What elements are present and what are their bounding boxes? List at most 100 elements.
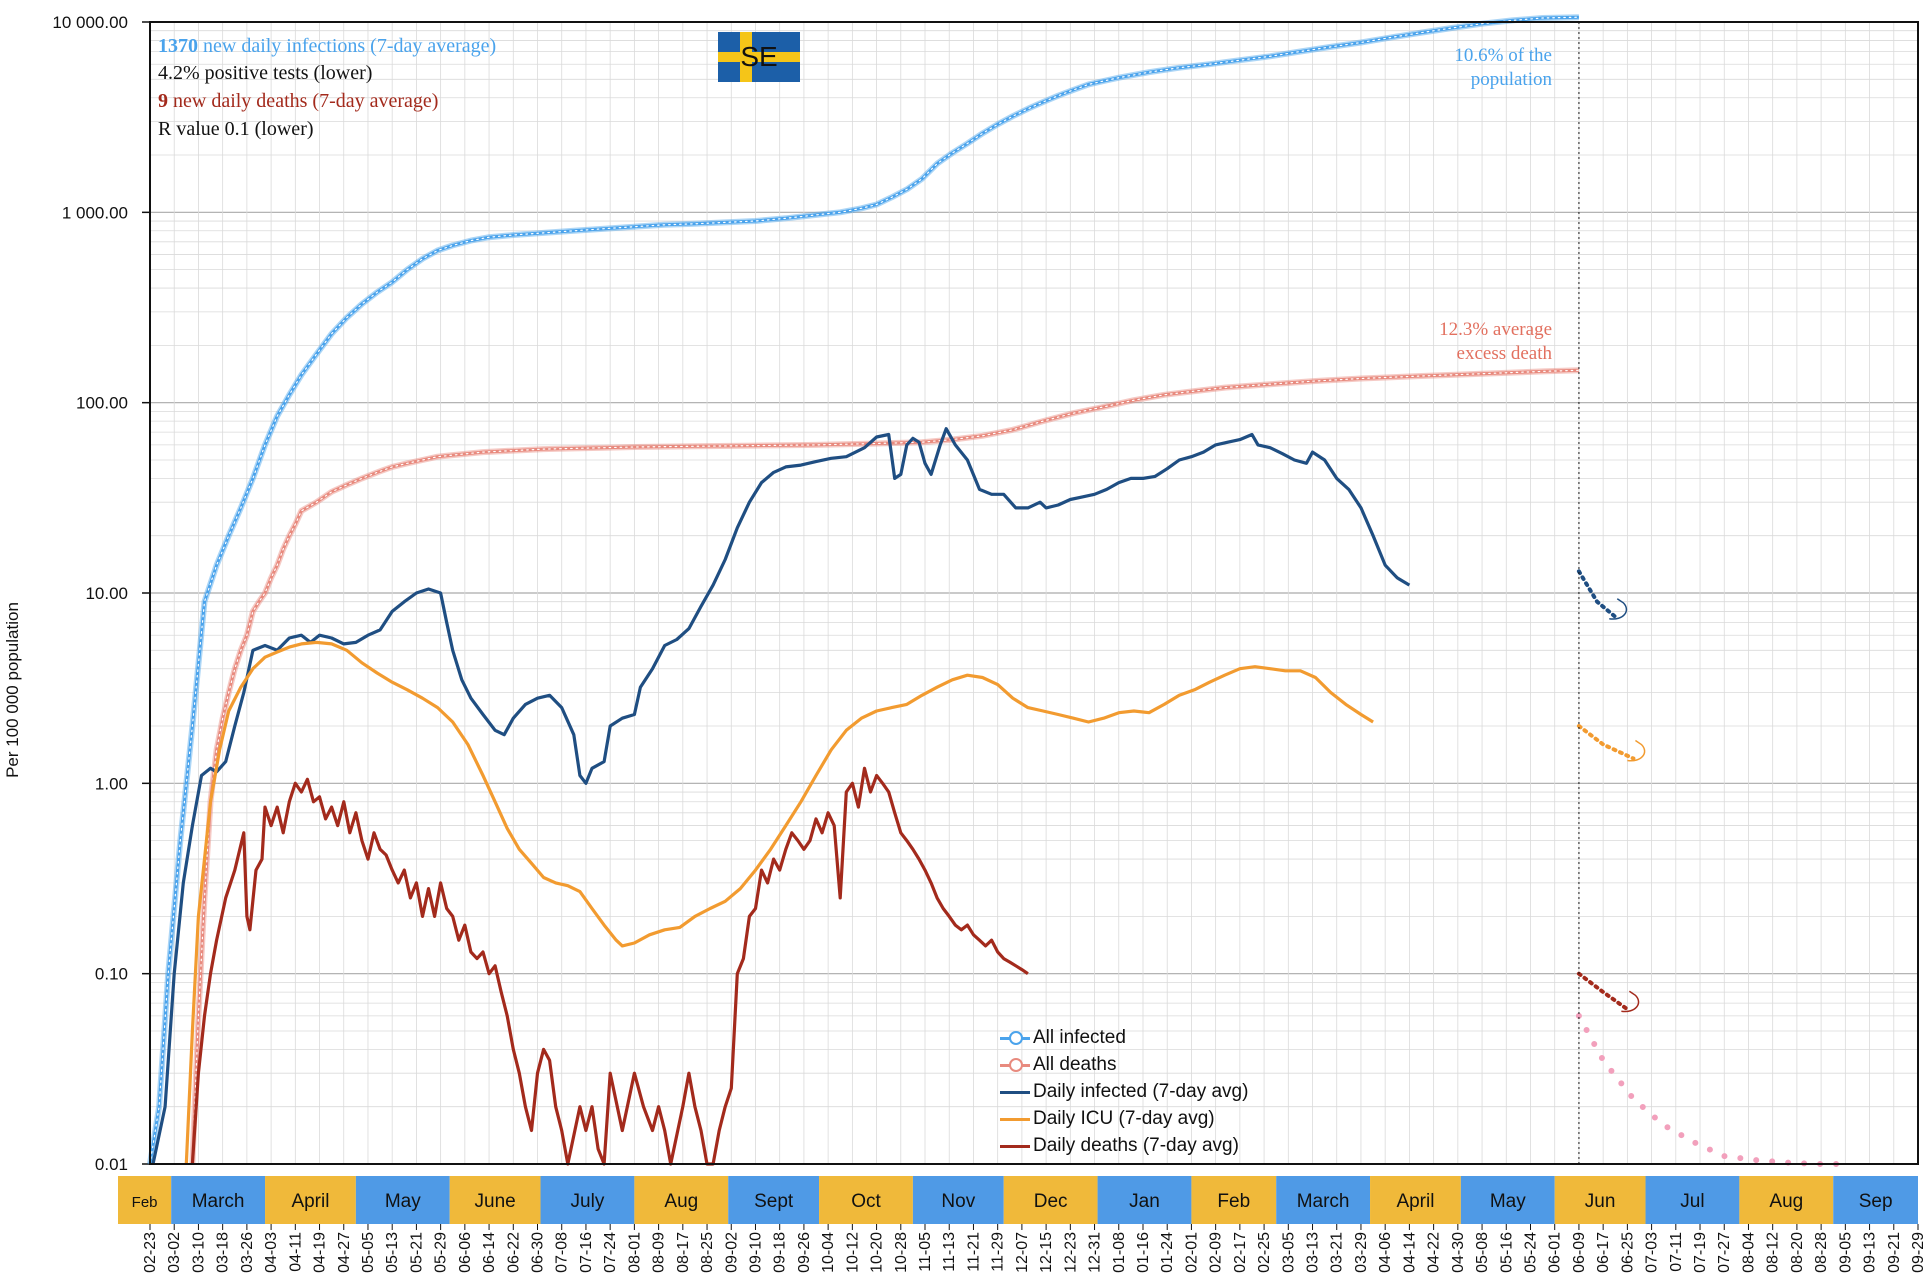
month-band-march [1276,1176,1371,1224]
x-tick-label: 03-18 [215,1232,232,1273]
population-annotation-line2: population [1470,69,1552,90]
x-tick-label: 10-12 [844,1232,861,1273]
x-tick-label: 07-11 [1668,1232,1685,1272]
y-tick-label: 0.01 [95,1155,128,1174]
x-tick-label: 08-09 [651,1232,668,1273]
month-band-jan [1097,1176,1192,1224]
x-tick-label: 06-25 [1619,1232,1636,1273]
x-tick-label: 07-03 [1644,1232,1661,1273]
month-band-feb [118,1176,172,1224]
x-tick-label: 08-25 [699,1232,716,1273]
series-layer [147,14,1580,1166]
legend-label: Daily ICU (7-day avg) [1033,1108,1215,1129]
month-band-march [171,1176,266,1224]
month-label: May [1490,1191,1526,1212]
population-annotation-line1: 10.6% of the [1454,45,1552,66]
month-label: Aug [664,1191,698,1212]
x-tick-label: 09-18 [772,1232,789,1273]
x-tick-label: 02-23 [142,1232,159,1273]
month-band-oct [819,1176,913,1224]
month-label: April [291,1191,329,1212]
x-tick-label: 11-05 [917,1232,934,1272]
projection-daily_deaths [1576,971,1630,1012]
month-label: March [192,1191,245,1212]
x-tick-label: 07-19 [1692,1232,1709,1273]
x-tick-label: 03-13 [1305,1232,1322,1273]
month-band-nov [912,1176,1004,1224]
x-tick-label: 02-17 [1232,1232,1249,1273]
x-tick-label: 10-04 [820,1232,837,1273]
y-axis-ticks: 10 000.00 1 000.00 100.00 10.00 1.00 0.10 0.01 [52,13,150,1174]
month-label: Aug [1769,1191,1803,1212]
projection-daily_infected [1576,569,1618,619]
x-tick-label: 04-14 [1401,1232,1418,1273]
month-band-sept [728,1176,820,1224]
projection-arrow-daily_infected [1609,598,1628,620]
stats-deaths: 9 new daily deaths (7-day average) [158,89,438,113]
x-tick-label: 05-16 [1498,1232,1515,1273]
month-label: Sept [754,1191,794,1212]
x-tick-label: 12-07 [1014,1232,1031,1273]
x-tick-label: 08-04 [1740,1232,1757,1273]
stats-positive-tests: 4.2% positive tests (lower) [158,62,373,84]
month-label: March [1297,1191,1350,1212]
month-label: Jul [1680,1191,1704,1212]
x-tick-label: 12-23 [1062,1232,1079,1273]
month-label: Oct [851,1191,881,1212]
stats-r-value: R value 0.1 (lower) [158,118,314,140]
stats-deaths-text: new daily deaths (7-day average) [173,90,439,112]
x-tick-label: 08-12 [1765,1232,1782,1273]
excess-death-annotation: 12.3% average excess death [1340,318,1552,366]
x-tick-label: 05-21 [408,1232,425,1273]
month-label: Dec [1034,1191,1068,1212]
x-tick-label: 05-13 [384,1232,401,1273]
month-band-june [449,1176,541,1224]
month-label: July [571,1191,605,1212]
month-label: Jun [1585,1191,1616,1212]
excess-death-annotation-line2: excess death [1456,343,1552,364]
series-daily_deaths [190,766,1029,1166]
x-tick-label: 01-24 [1159,1232,1176,1273]
legend-label: All deaths [1033,1054,1117,1075]
month-label: Nov [941,1191,975,1212]
x-tick-label: 03-05 [1280,1232,1297,1273]
month-label: June [475,1191,516,1212]
x-tick-label: 07-08 [554,1232,571,1273]
month-band-april [265,1176,356,1224]
x-tick-label: 03-21 [1329,1232,1346,1273]
y-tick-label: 1 000.00 [62,203,128,222]
month-label: Jan [1129,1191,1160,1212]
projection-layer [1575,569,1849,1167]
x-tick-label: 12-15 [1038,1232,1055,1273]
month-band-may [1460,1176,1555,1224]
x-tick-label: 09-05 [1837,1232,1854,1273]
month-band-july [540,1176,635,1224]
population-annotation: 10.6% of the population [1360,44,1552,92]
x-tick-label: 08-20 [1789,1232,1806,1273]
stats-infections: 1370 new daily infections (7-day average… [158,34,496,58]
x-tick-label: 02-09 [1208,1232,1225,1273]
x-tick-label: 07-16 [578,1232,595,1273]
x-tick-label: 03-10 [190,1232,207,1273]
x-tick-label: 06-01 [1547,1232,1564,1273]
month-band-may [355,1176,450,1224]
x-tick-label: 02-25 [1256,1232,1273,1273]
month-band-jul [1645,1176,1740,1224]
x-tick-label: 06-14 [481,1232,498,1273]
flag-country-code: SE [740,41,778,72]
x-tick-label: 06-17 [1595,1232,1612,1273]
x-tick-label: 09-10 [747,1232,764,1273]
x-tick-label: 09-26 [796,1232,813,1273]
projection-arrow-daily_icu [1627,739,1646,762]
projection-daily_icu [1576,724,1636,761]
month-band-jun [1554,1176,1646,1224]
x-tick-label: 04-19 [312,1232,329,1273]
x-tick-label: 04-22 [1426,1232,1443,1273]
x-tick-label: 05-05 [360,1232,377,1273]
x-tick-label: 09-21 [1886,1232,1903,1273]
month-band-april [1370,1176,1461,1224]
x-tick-label: 03-26 [239,1232,256,1273]
series-all_infected-dots [149,16,1580,1165]
x-tick-label: 11-21 [965,1232,982,1272]
